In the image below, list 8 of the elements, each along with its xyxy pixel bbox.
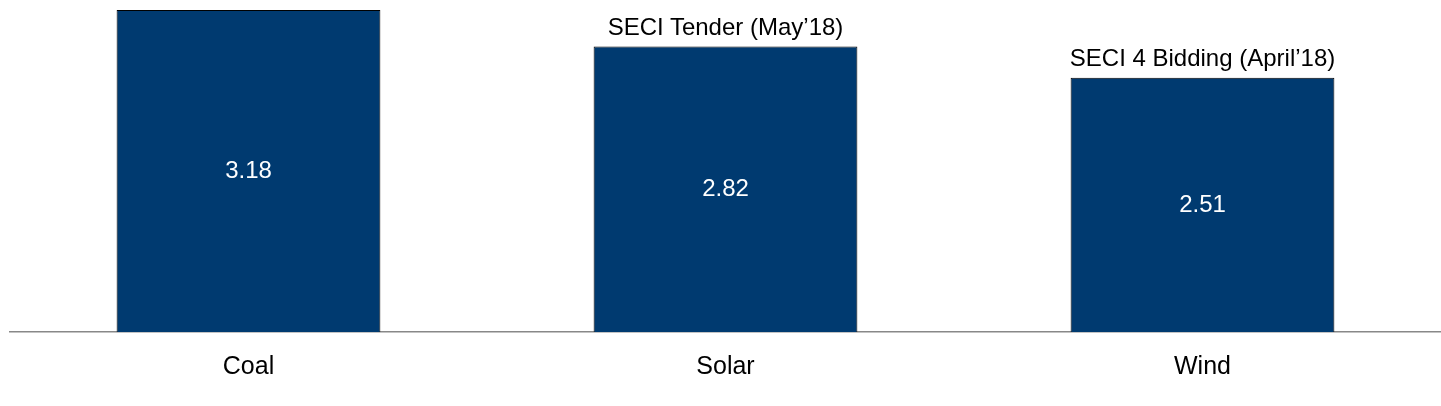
data-label: 2.51 xyxy=(1179,189,1226,217)
annotation: SECI Tender (May’18) xyxy=(607,13,844,41)
data-label: 2.82 xyxy=(702,173,749,201)
data-label: 3.18 xyxy=(225,155,272,183)
x-tick-label: Solar xyxy=(696,350,755,379)
x-tick-label: Wind xyxy=(1174,350,1231,379)
annotation: SECI 4 Bidding (April’18) xyxy=(1069,44,1336,72)
x-tick-label: Coal xyxy=(222,350,275,379)
